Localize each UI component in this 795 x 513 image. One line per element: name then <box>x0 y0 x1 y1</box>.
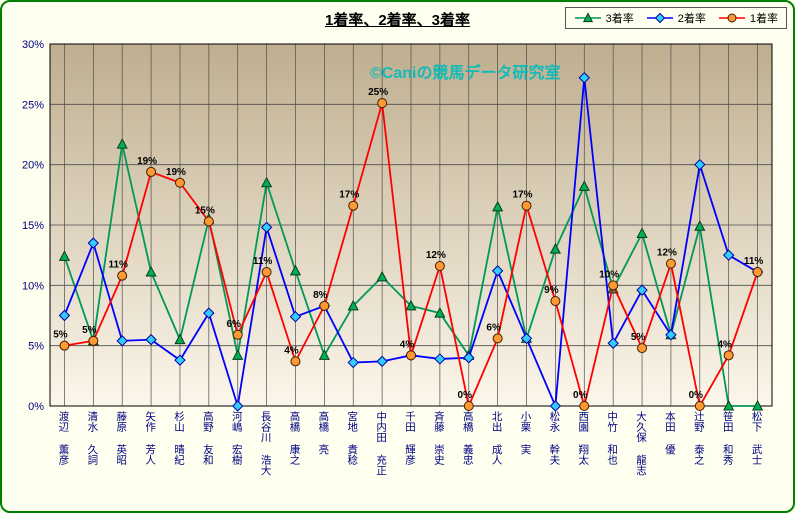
x-axis-label: 中内田 充正 <box>375 411 388 476</box>
svg-text:5%: 5% <box>82 325 97 336</box>
x-axis-label: 渡辺 薫彦 <box>57 411 70 465</box>
x-axis-label: 高橋 義忠 <box>461 411 474 465</box>
svg-text:6%: 6% <box>226 319 241 330</box>
svg-text:19%: 19% <box>166 167 186 178</box>
svg-text:0%: 0% <box>689 390 704 401</box>
chart-title: 1着率、2着率、3着率 <box>324 12 471 29</box>
legend-label: 1着率 <box>749 13 778 25</box>
x-axis-label: 矢作 芳人 <box>144 411 157 465</box>
svg-text:0%: 0% <box>28 401 44 413</box>
series-diamond <box>58 72 764 412</box>
x-axis-label: 辻野 泰之 <box>692 411 705 465</box>
legend-item: 1着率 <box>718 10 778 26</box>
x-axis-label: 清水 久詞 <box>86 411 99 465</box>
svg-text:17%: 17% <box>339 190 359 201</box>
svg-text:30%: 30% <box>22 39 44 51</box>
svg-text:25%: 25% <box>368 87 388 98</box>
x-axis-label: 長谷川 浩大 <box>259 411 272 476</box>
svg-text:4%: 4% <box>284 345 299 356</box>
svg-text:12%: 12% <box>426 250 446 261</box>
svg-text:11%: 11% <box>744 256 764 267</box>
x-axis-label: 宮地 貴稔 <box>346 411 359 465</box>
svg-text:0%: 0% <box>573 390 588 401</box>
svg-text:17%: 17% <box>513 190 533 201</box>
svg-text:15%: 15% <box>195 205 215 216</box>
x-axis-label: 高橋 康之 <box>288 411 301 465</box>
x-axis-label: 高橋 亮 <box>317 411 330 455</box>
x-axis-label: 小栗 実 <box>519 411 532 455</box>
series-triangle <box>58 138 764 411</box>
svg-text:11%: 11% <box>108 260 128 271</box>
x-axis-label: 本田 優 <box>663 411 676 455</box>
legend-label: 3着率 <box>605 13 634 25</box>
x-axis-label: 中竹 和也 <box>606 411 619 465</box>
legend-item: 3着率 <box>574 10 634 26</box>
svg-text:10%: 10% <box>599 269 619 280</box>
svg-text:25%: 25% <box>22 99 44 111</box>
svg-text:11%: 11% <box>253 256 273 267</box>
triangle-marker-icon <box>574 12 601 23</box>
svg-text:6%: 6% <box>486 322 501 333</box>
watermark: ©Caniの競馬データ研究室 <box>370 65 561 82</box>
x-axis-label: 西園 翔太 <box>577 411 590 465</box>
x-axis-label: 杉山 晴紀 <box>172 411 185 465</box>
svg-text:20%: 20% <box>22 160 44 172</box>
x-axis-label: 斉藤 崇史 <box>432 411 445 465</box>
circle-marker-icon <box>718 13 745 23</box>
x-axis-label: 藤原 英昭 <box>115 411 128 465</box>
x-axis-label: 笹田 和秀 <box>721 411 734 465</box>
chart-legend: 3着率 2着率 1着率 <box>564 7 787 29</box>
svg-text:5%: 5% <box>631 332 646 343</box>
svg-text:8%: 8% <box>313 290 328 301</box>
legend-item: 2着率 <box>646 10 706 26</box>
legend-label: 2着率 <box>677 13 706 25</box>
plot-border <box>49 43 773 407</box>
x-axis-label: 松永 幹夫 <box>548 411 561 465</box>
svg-text:19%: 19% <box>137 156 157 167</box>
svg-text:10%: 10% <box>22 280 44 292</box>
svg-text:5%: 5% <box>53 330 68 341</box>
x-axis-label: 河嶋 宏樹 <box>230 411 243 465</box>
svg-text:4%: 4% <box>400 339 415 350</box>
data-labels: 5% 5% 11% 19% 19% 15% 6% 11% 4% 8% 17% 25% 4% 12% 0% 6%… <box>53 87 763 401</box>
diamond-marker-icon <box>646 12 673 24</box>
x-axis-label: 松下 武士 <box>750 411 763 465</box>
x-axis-label: 北出 成人 <box>490 411 503 465</box>
svg-text:9%: 9% <box>544 285 559 296</box>
series-circle <box>59 98 763 411</box>
y-axis-labels: 0% 5% 10% 15% 20% 25% 30% <box>22 39 44 413</box>
svg-text:4%: 4% <box>717 339 732 350</box>
svg-text:5%: 5% <box>28 341 44 353</box>
x-axis-label: 高野 友和 <box>201 411 214 465</box>
x-axis-label: 大久保 龍志 <box>635 411 648 476</box>
x-axis-label: 千田 輝彦 <box>404 411 417 465</box>
svg-text:0%: 0% <box>458 390 473 401</box>
svg-text:15%: 15% <box>22 220 44 232</box>
svg-text:12%: 12% <box>657 248 677 259</box>
